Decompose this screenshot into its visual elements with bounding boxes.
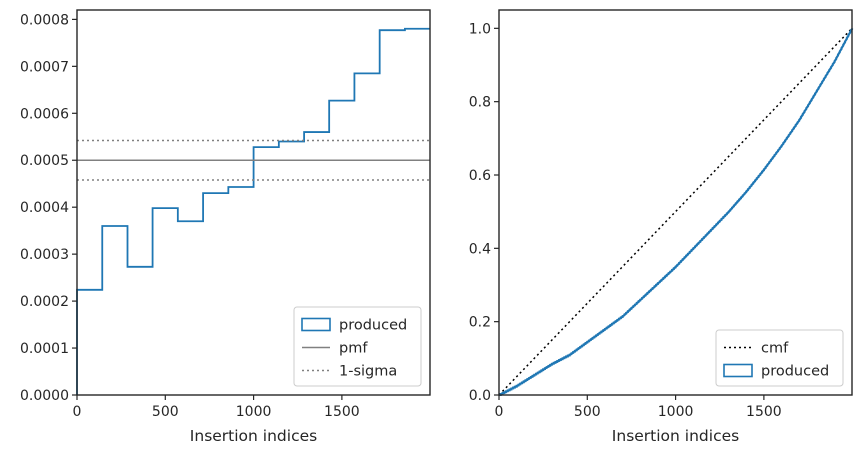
legend-label: produced <box>339 318 407 334</box>
right-chart-panel: 0 500 1000 1500 0.0 0.2 0.4 0.6 0.8 1.0 Insertion … <box>469 9 854 445</box>
legend-label: 1-sigma <box>339 364 397 380</box>
plot-area <box>76 27 430 395</box>
x-tick-label: 0 <box>495 404 504 420</box>
y-tick-label: 0.0008 <box>20 12 69 28</box>
x-tick-label: 500 <box>574 404 601 420</box>
y-tick-label: 0.2 <box>469 315 491 331</box>
y-tick-label: 0.4 <box>469 241 491 257</box>
y-tick-label: 0.0006 <box>20 106 69 122</box>
y-tick-label: 0.0000 <box>20 388 69 404</box>
legend-label: pmf <box>339 341 368 357</box>
legend-box <box>715 329 844 387</box>
left-chart-panel: 0 500 1000 1500 0.0000 0.0001 0.0002 0.0003 0.00… <box>20 9 431 445</box>
legend-box <box>293 306 422 387</box>
y-tick-label: 0.6 <box>469 168 491 184</box>
y-tick-label: 0.0004 <box>20 200 69 216</box>
produced-cumulative-line <box>498 28 854 397</box>
legend: cmf produced <box>715 329 844 387</box>
legend-swatch-produced <box>301 317 331 332</box>
produced-step-histogram <box>76 27 430 395</box>
x-tick-label: 1000 <box>236 404 272 420</box>
y-tick-label: 0.0005 <box>20 153 69 169</box>
y-tick-label: 0.0003 <box>20 247 69 263</box>
x-tick-label: 1000 <box>658 404 694 420</box>
y-tick-label: 0.0001 <box>20 341 69 357</box>
y-tick-label: 0.0002 <box>20 294 69 310</box>
x-tick-label: 1500 <box>746 404 782 420</box>
legend: produced pmf 1-sigma <box>293 306 422 387</box>
y-tick-label: 0.8 <box>469 95 491 111</box>
x-axis-label: Insertion indices <box>190 427 317 445</box>
x-tick-label: 500 <box>152 404 179 420</box>
legend-label: produced <box>761 364 829 380</box>
y-tick-label: 0.0 <box>469 388 491 404</box>
plot-area <box>498 27 854 397</box>
x-tick-label: 1500 <box>324 404 360 420</box>
y-tick-label: 0.0007 <box>20 59 69 75</box>
legend-swatch-produced <box>723 363 753 378</box>
legend-label: cmf <box>761 341 789 357</box>
y-tick-label: 1.0 <box>469 21 491 37</box>
x-axis-label: Insertion indices <box>612 427 739 445</box>
x-tick-label: 0 <box>73 404 82 420</box>
